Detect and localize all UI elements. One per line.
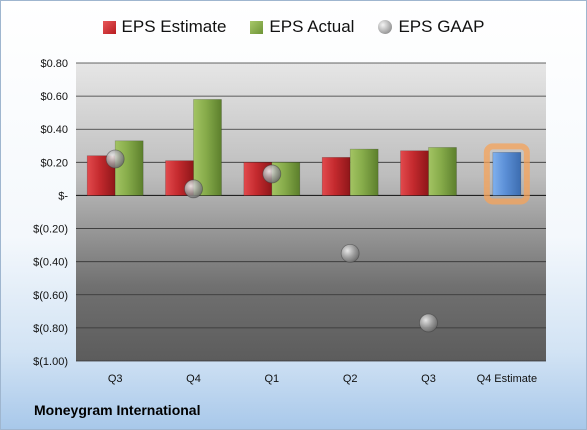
legend-swatch-actual (250, 20, 264, 34)
bar-eps-actual (114, 140, 144, 196)
x-tick-label: Q4 Estimate (477, 373, 538, 385)
legend-swatch-gaap (378, 20, 393, 34)
point-eps-gaap (419, 313, 438, 333)
legend-label-estimate: EPS Estimate (121, 17, 227, 36)
bar-q4-estimate (492, 152, 522, 196)
y-tick-label: $0.60 (40, 91, 68, 103)
legend-item-estimate: EPS Estimate (102, 17, 227, 37)
highlight-glow (483, 143, 530, 205)
x-tick-label: Q3 (421, 373, 436, 385)
bar-eps-estimate (321, 157, 351, 196)
company-name: Moneygram International (34, 402, 201, 418)
legend-label-gaap: EPS GAAP (398, 17, 485, 36)
bars (86, 99, 530, 205)
point-eps-gaap (340, 243, 360, 263)
point-eps-gaap (262, 164, 282, 184)
y-tick-label: $(0.40) (33, 257, 68, 269)
x-tick-label: Q1 (264, 373, 279, 385)
gaap-points (105, 149, 438, 333)
y-tick-label: $0.40 (40, 124, 68, 136)
point-eps-gaap (105, 149, 125, 169)
legend-item-actual: EPS Actual (250, 17, 354, 37)
y-tick-label: $(1.00) (33, 356, 68, 368)
bar-eps-estimate (86, 155, 116, 196)
y-tick-label: $- (58, 190, 68, 202)
legend-swatch-estimate (102, 20, 116, 34)
point-eps-gaap (184, 179, 203, 199)
y-tick-label: $0.20 (40, 157, 68, 169)
y-tick-label: $(0.20) (33, 224, 68, 236)
bar-eps-estimate (400, 150, 429, 196)
y-axis-ticks: $0.80 $0.60 $0.40 $0.20 $- $(0.20) $(0.40) $(0.… (33, 58, 68, 368)
x-tick-label: Q3 (108, 373, 123, 385)
y-tick-label: $(0.80) (33, 323, 68, 335)
y-tick-label: $(0.60) (33, 290, 68, 302)
bar-eps-actual (349, 148, 379, 196)
x-axis-ticks: Q3 Q4 Q1 Q2 Q3 Q4 Estimate (108, 373, 537, 385)
x-tick-label: Q4 (186, 373, 201, 385)
chart-legend: EPS Estimate EPS Actual EPS GAAP (1, 17, 586, 37)
x-tick-label: Q2 (343, 373, 358, 385)
bar-eps-actual (193, 99, 222, 196)
bar-eps-actual (428, 147, 457, 196)
plot-area (76, 63, 546, 361)
gridlines (76, 62, 546, 362)
legend-item-gaap: EPS GAAP (378, 17, 484, 37)
y-tick-label: $0.80 (40, 58, 68, 70)
legend-label-actual: EPS Actual (269, 17, 355, 36)
